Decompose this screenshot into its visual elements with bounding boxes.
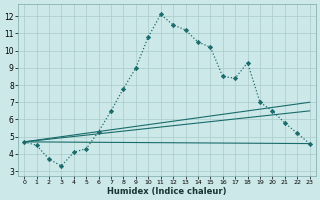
- X-axis label: Humidex (Indice chaleur): Humidex (Indice chaleur): [107, 187, 227, 196]
